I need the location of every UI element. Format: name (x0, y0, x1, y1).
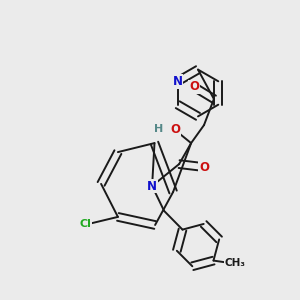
Text: N: N (147, 179, 157, 193)
Text: Cl: Cl (80, 219, 92, 229)
Text: CH₃: CH₃ (225, 258, 246, 268)
Text: O: O (170, 123, 180, 136)
Text: O: O (189, 80, 199, 94)
Text: O: O (199, 160, 209, 174)
Text: H: H (154, 124, 164, 134)
Text: N: N (173, 75, 183, 88)
